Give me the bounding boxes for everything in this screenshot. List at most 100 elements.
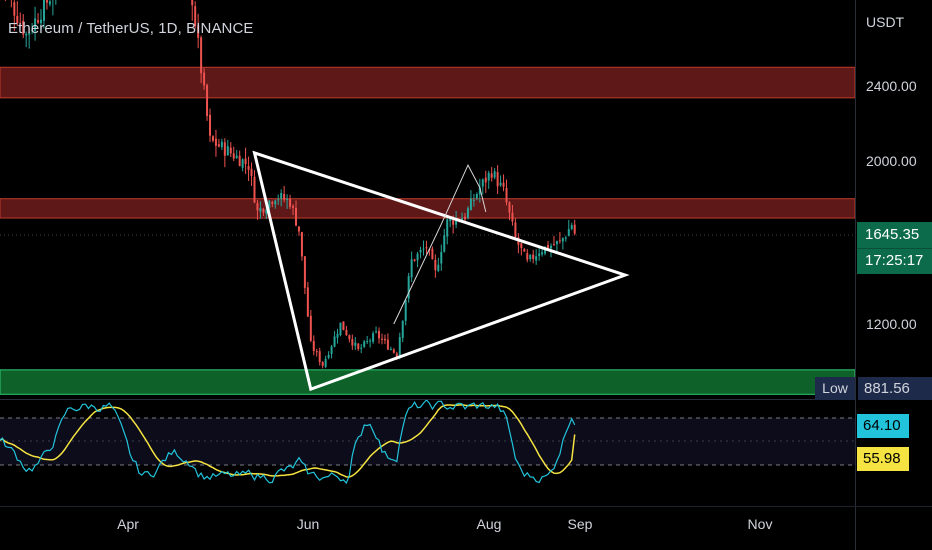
candle-body bbox=[312, 340, 315, 351]
candle bbox=[37, 13, 40, 25]
candle bbox=[34, 6, 37, 41]
candle bbox=[194, 1, 197, 29]
candle bbox=[256, 200, 259, 220]
candle bbox=[375, 326, 378, 334]
candle-body bbox=[211, 136, 214, 141]
candle bbox=[262, 207, 265, 216]
candle bbox=[229, 142, 232, 157]
candle bbox=[523, 248, 526, 252]
drawings-layer bbox=[252, 150, 630, 392]
candle bbox=[538, 247, 541, 261]
zone-support-2[interactable] bbox=[0, 369, 856, 395]
candle bbox=[413, 258, 416, 262]
candle-body bbox=[466, 208, 469, 218]
candle-body bbox=[42, 0, 45, 21]
candle-body bbox=[274, 200, 277, 205]
candle-body bbox=[446, 219, 449, 237]
candle-body bbox=[220, 141, 223, 148]
symbol-title[interactable]: Ethereum / TetherUS, 1D, BINANCE bbox=[8, 20, 254, 37]
candle-body bbox=[401, 320, 404, 339]
price-tick-2400: 2400.00 bbox=[866, 78, 917, 94]
rsi-value-badge: 64.10 bbox=[857, 414, 909, 438]
candle-body bbox=[404, 299, 407, 321]
zone-resistance-0[interactable] bbox=[0, 66, 856, 99]
candle bbox=[295, 200, 297, 227]
candle-body bbox=[431, 248, 434, 260]
candle bbox=[383, 334, 386, 345]
candle-body bbox=[464, 216, 467, 220]
candle-body bbox=[241, 159, 244, 168]
candle bbox=[13, 0, 16, 31]
time-axis-separator bbox=[0, 506, 932, 507]
candle-body bbox=[416, 253, 419, 261]
candle bbox=[526, 249, 529, 263]
candle-body bbox=[354, 342, 357, 346]
time-label-jun: Jun bbox=[296, 516, 320, 532]
triangle-drawing[interactable] bbox=[252, 150, 630, 392]
candle-body bbox=[226, 146, 229, 156]
candle-body bbox=[413, 259, 416, 261]
candle bbox=[564, 235, 567, 242]
candle bbox=[389, 346, 392, 351]
candle bbox=[277, 194, 280, 205]
low-marker-value: 881.56 bbox=[858, 377, 932, 400]
candle-body bbox=[422, 248, 425, 250]
candle bbox=[351, 334, 354, 350]
candle-body bbox=[526, 253, 529, 260]
candle-body bbox=[372, 333, 375, 342]
candle bbox=[398, 332, 401, 360]
candle-body bbox=[48, 1, 51, 5]
candle-body bbox=[209, 114, 212, 136]
candle-body bbox=[292, 206, 295, 208]
candle bbox=[286, 194, 289, 209]
candle-body bbox=[434, 259, 437, 271]
candle bbox=[327, 351, 330, 360]
candle bbox=[369, 338, 372, 348]
candle-body bbox=[440, 251, 443, 264]
candle bbox=[274, 199, 277, 209]
candle-body bbox=[508, 202, 511, 213]
candle-body bbox=[330, 346, 333, 354]
candle bbox=[354, 337, 357, 350]
candle bbox=[357, 342, 360, 351]
candle-body bbox=[223, 142, 226, 156]
candle bbox=[244, 147, 247, 174]
candle bbox=[481, 178, 484, 195]
candle bbox=[197, 13, 200, 49]
price-axis-currency: USDT bbox=[866, 14, 905, 30]
candle bbox=[443, 228, 446, 253]
candle-body bbox=[425, 247, 428, 249]
candle bbox=[318, 347, 321, 366]
candle-body bbox=[389, 348, 392, 350]
candle-body bbox=[235, 155, 238, 158]
candle-body bbox=[375, 331, 378, 333]
candle bbox=[209, 108, 212, 143]
candle bbox=[309, 309, 312, 343]
candle-body bbox=[395, 353, 398, 358]
candle-body bbox=[493, 171, 496, 178]
candle bbox=[570, 222, 573, 231]
candle-body bbox=[558, 240, 561, 242]
candle-body bbox=[564, 237, 567, 239]
candle bbox=[226, 139, 229, 156]
candle bbox=[19, 12, 22, 28]
candle bbox=[48, 0, 51, 7]
trend-path-drawing[interactable] bbox=[393, 163, 487, 325]
candle bbox=[437, 257, 440, 273]
candle-body bbox=[297, 226, 300, 232]
candle-body bbox=[472, 199, 475, 201]
pane-separator[interactable] bbox=[0, 399, 855, 400]
candle-body bbox=[398, 337, 401, 359]
candle bbox=[499, 175, 502, 187]
candle-body bbox=[45, 0, 48, 3]
candle bbox=[378, 327, 381, 344]
candle bbox=[425, 240, 428, 255]
candle bbox=[206, 83, 209, 121]
candle-body bbox=[351, 339, 354, 346]
candle-body bbox=[437, 264, 440, 272]
candle bbox=[422, 240, 425, 256]
candle bbox=[336, 328, 339, 344]
candle-body bbox=[383, 338, 386, 341]
